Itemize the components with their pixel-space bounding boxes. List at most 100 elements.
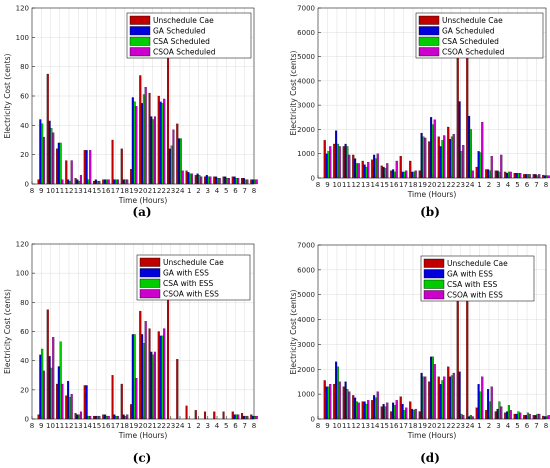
bar-ga-scheduled-24 [468, 115, 471, 179]
bar-unschedule-cae-1 [185, 170, 188, 185]
bar-csoa-with-ess-4 [509, 410, 512, 420]
x-tick-label: 5 [224, 422, 228, 430]
bar-ga-scheduled-19 [131, 97, 134, 185]
y-tick-label: 4000 [297, 316, 315, 324]
bar-csoa-scheduled-1 [190, 173, 193, 185]
y-tick-label: 6000 [297, 29, 315, 37]
bar-csoa-with-ess-15 [386, 402, 389, 420]
x-tick-label: 23 [166, 187, 175, 195]
y-axis-label: Electricity Cost (cents) [289, 289, 298, 374]
x-tick-label: 21 [437, 181, 446, 189]
bar-csoa-scheduled-1 [481, 122, 484, 179]
bar-csa-with-ess-21 [152, 354, 155, 420]
bar-unschedule-cae-10 [46, 73, 49, 185]
y-tick-label: 40 [20, 122, 29, 130]
y-tick-label: 7000 [297, 5, 315, 13]
panel-label: (b) [420, 205, 440, 219]
x-tick-label: 11 [342, 181, 351, 189]
bar-unschedule-cae-24 [176, 359, 179, 420]
legend-swatch [129, 36, 151, 46]
bar-csoa-scheduled-8 [255, 179, 258, 185]
bar-csoa-with-ess-10 [338, 381, 341, 420]
legend-swatch [418, 26, 440, 36]
bar-unschedule-cae-19 [418, 411, 421, 420]
y-tick-label: 40 [20, 357, 29, 365]
x-tick-label: 19 [418, 422, 427, 430]
x-tick-label: 11 [342, 422, 351, 430]
bar-unschedule-cae-20 [139, 310, 142, 420]
x-tick-label: 8 [30, 187, 34, 195]
x-tick-label: 4 [215, 422, 220, 430]
bar-csoa-with-ess-13 [367, 400, 370, 420]
legend-swatch [423, 279, 445, 289]
bar-csoa-scheduled-5 [227, 178, 230, 185]
bar-ga-scheduled-14 [373, 154, 376, 179]
bar-unschedule-cae-4 [213, 411, 216, 420]
x-tick-label: 10 [333, 422, 342, 430]
x-tick-label: 14 [371, 181, 380, 189]
bar-unschedule-cae-7 [532, 174, 535, 179]
bar-csoa-scheduled-12 [70, 160, 73, 185]
x-tick-label: 17 [399, 181, 408, 189]
x-tick-label: 11 [55, 422, 64, 430]
bar-unschedule-cae-13 [74, 178, 77, 185]
bar-csoa-scheduled-17 [116, 179, 119, 185]
bar-csoa-with-ess-12 [70, 394, 73, 420]
x-tick-label: 15 [380, 422, 389, 430]
bar-ga-with-ess-12 [354, 397, 357, 420]
bar-unschedule-cae-5 [513, 413, 516, 420]
bar-csa-with-ess-9 [41, 348, 44, 420]
bar-csoa-with-ess-24 [471, 416, 474, 420]
bar-csoa-with-ess-14 [376, 391, 379, 420]
x-axis-label: Time (Hours) [407, 190, 457, 199]
x-tick-label: 8 [252, 187, 256, 195]
bar-unschedule-cae-11 [56, 383, 59, 420]
bar-unschedule-cae-14 [371, 400, 374, 420]
bar-csoa-scheduled-18 [414, 170, 417, 179]
y-tick-label: 5000 [297, 53, 315, 61]
x-tick-label: 13 [361, 422, 370, 430]
x-tick-label: 18 [409, 422, 418, 430]
y-tick-label: 0 [311, 175, 315, 183]
bar-csoa-with-ess-21 [153, 351, 156, 420]
bar-csoa-scheduled-11 [61, 179, 64, 185]
y-tick-label: 0 [25, 416, 29, 424]
legend-entry: CSA with ESS [163, 279, 213, 288]
bar-unschedule-cae-18 [120, 383, 123, 420]
x-tick-label: 17 [111, 422, 120, 430]
bar-csoa-scheduled-24 [471, 170, 474, 179]
bar-ga-scheduled-22 [159, 101, 162, 185]
x-tick-label: 14 [83, 187, 92, 195]
bar-unschedule-cae-12 [352, 395, 355, 420]
bar-csoa-scheduled-18 [126, 179, 129, 185]
bar-csoa-with-ess-8 [255, 415, 258, 420]
bar-unschedule-cae-13 [361, 160, 364, 179]
bar-unschedule-cae-16 [102, 414, 105, 420]
bar-csoa-scheduled-20 [433, 119, 436, 179]
x-tick-label: 15 [380, 181, 389, 189]
legend-entry: Unschedule Cae [163, 258, 224, 267]
bar-unschedule-cae-12 [65, 160, 68, 185]
x-tick-label: 16 [102, 187, 111, 195]
bar-csoa-scheduled-7 [538, 174, 541, 179]
y-axis-label: Electricity Cost (cents) [3, 289, 12, 374]
bar-ga-scheduled-20 [141, 103, 144, 185]
bar-csa-with-ess-22 [450, 375, 453, 420]
bar-ga-with-ess-11 [344, 381, 347, 420]
bar-unschedule-cae-13 [361, 401, 364, 420]
bar-ga-with-ess-11 [57, 366, 60, 420]
x-tick-label: 15 [92, 422, 101, 430]
bar-csoa-scheduled-16 [107, 179, 110, 185]
bar-unschedule-cae-8 [542, 415, 545, 420]
bar-ga-scheduled-20 [430, 117, 433, 179]
bar-csoa-scheduled-13 [79, 175, 82, 185]
bar-ga-with-ess-14 [85, 385, 88, 420]
bar-unschedule-cae-14 [371, 159, 374, 179]
bar-csoa-scheduled-20 [144, 87, 147, 185]
bar-unschedule-cae-22 [157, 95, 160, 185]
x-axis-label: Time (Hours) [118, 196, 168, 205]
bar-csoa-with-ess-17 [116, 415, 119, 420]
